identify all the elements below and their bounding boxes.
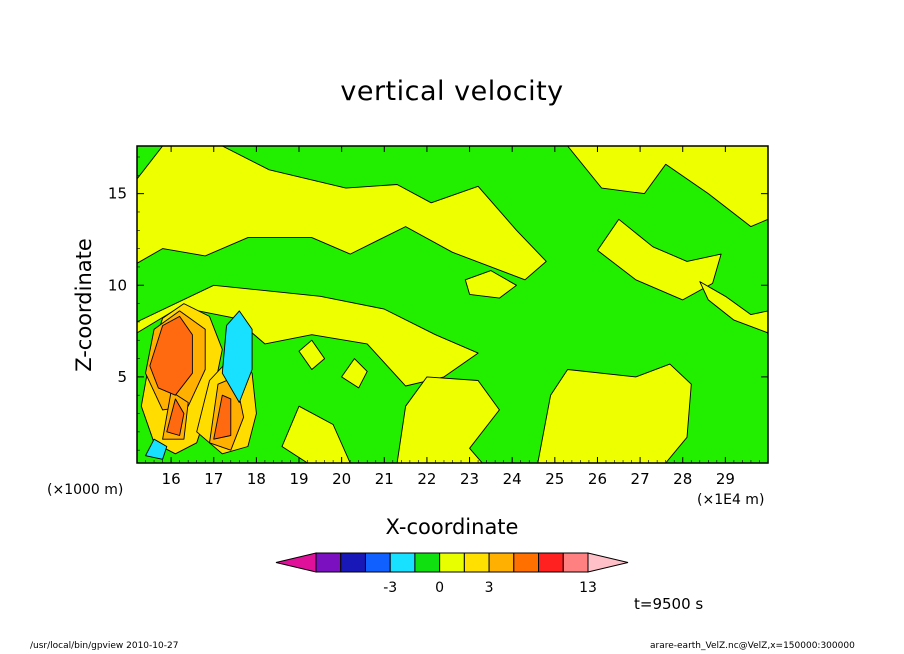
contour-region-3-0 <box>149 315 193 396</box>
colorbar-segment <box>389 552 416 573</box>
colorbar-low-arrow <box>275 552 317 573</box>
x-tick-label: 16 <box>162 470 181 488</box>
colorbar-segment <box>340 552 366 573</box>
y-tick-label: 5 <box>117 368 127 386</box>
colorbar-tick-label: 0 <box>435 580 444 596</box>
x-tick-label: 27 <box>631 470 650 488</box>
x-tick-label: 17 <box>204 470 223 488</box>
contour-region-0-3 <box>597 218 722 301</box>
x-axis-ticks: 16 17 18 19 20 21 22 23 24 25 26 27 28 29 <box>136 146 769 488</box>
contour-region-0-6 <box>396 376 500 463</box>
contour-region-0-7 <box>281 405 351 463</box>
contour-region-0-9 <box>341 358 368 389</box>
x-axis-label: X-coordinate <box>385 515 519 539</box>
colorbar-tick-label: 13 <box>579 580 597 596</box>
x-tick-label: 22 <box>417 470 436 488</box>
contour-region-4-1 <box>145 438 168 460</box>
colorbar-segment <box>315 552 342 573</box>
colorbar-tick-label: -3 <box>383 580 397 596</box>
x-tick-label: 20 <box>332 470 351 488</box>
y-tick-label: 10 <box>108 276 127 294</box>
x-tick-label: 25 <box>545 470 564 488</box>
colorbar: -3 0 3 13 <box>275 552 629 596</box>
plot-area <box>137 146 768 463</box>
contour-region-0-2 <box>567 146 768 228</box>
x-tick-label: 18 <box>247 470 266 488</box>
x-axis-unit-left: (×1000 m) <box>47 482 124 498</box>
contour-region-0-10 <box>298 339 326 370</box>
time-label: t=9500 s <box>634 595 704 613</box>
contour-region-0-8 <box>464 270 517 299</box>
colorbar-segment <box>562 552 589 573</box>
contour-region-0-5 <box>537 363 692 463</box>
colorbar-segment <box>488 552 515 573</box>
chart-title: vertical velocity <box>340 76 564 107</box>
colorbar-segment <box>513 552 540 573</box>
footer-source: arare-earth_VelZ.nc@VelZ,x=150000:300000 <box>650 641 855 651</box>
contour-region-3-2 <box>213 394 232 440</box>
x-tick-label: 28 <box>673 470 692 488</box>
colorbar-segment <box>414 552 441 573</box>
contour-region-0-0 <box>137 146 547 281</box>
colorbar-high-arrow <box>587 552 629 573</box>
y-axis-ticks: 5 10 15 <box>108 156 768 451</box>
x-tick-label: 19 <box>289 470 308 488</box>
contour-region-3-1 <box>166 398 185 436</box>
colorbar-segment <box>538 552 564 573</box>
contour-region-0-4 <box>699 281 768 334</box>
colorbar-tick-label: 3 <box>485 580 494 596</box>
contour-region-4-0 <box>221 310 253 403</box>
y-tick-label: 15 <box>108 185 127 203</box>
footer-command: /usr/local/bin/gpview 2010-10-27 <box>30 641 179 651</box>
x-tick-label: 29 <box>716 470 735 488</box>
y-axis-label: Z-coordinate <box>72 238 96 372</box>
x-tick-label: 24 <box>503 470 522 488</box>
colorbar-segment <box>364 552 391 573</box>
colorbar-segment <box>439 552 465 573</box>
colorbar-segment <box>463 552 490 573</box>
x-tick-label: 23 <box>460 470 479 488</box>
x-tick-label: 26 <box>588 470 607 488</box>
x-tick-label: 21 <box>375 470 394 488</box>
x-axis-unit-right: (×1E4 m) <box>697 492 765 508</box>
